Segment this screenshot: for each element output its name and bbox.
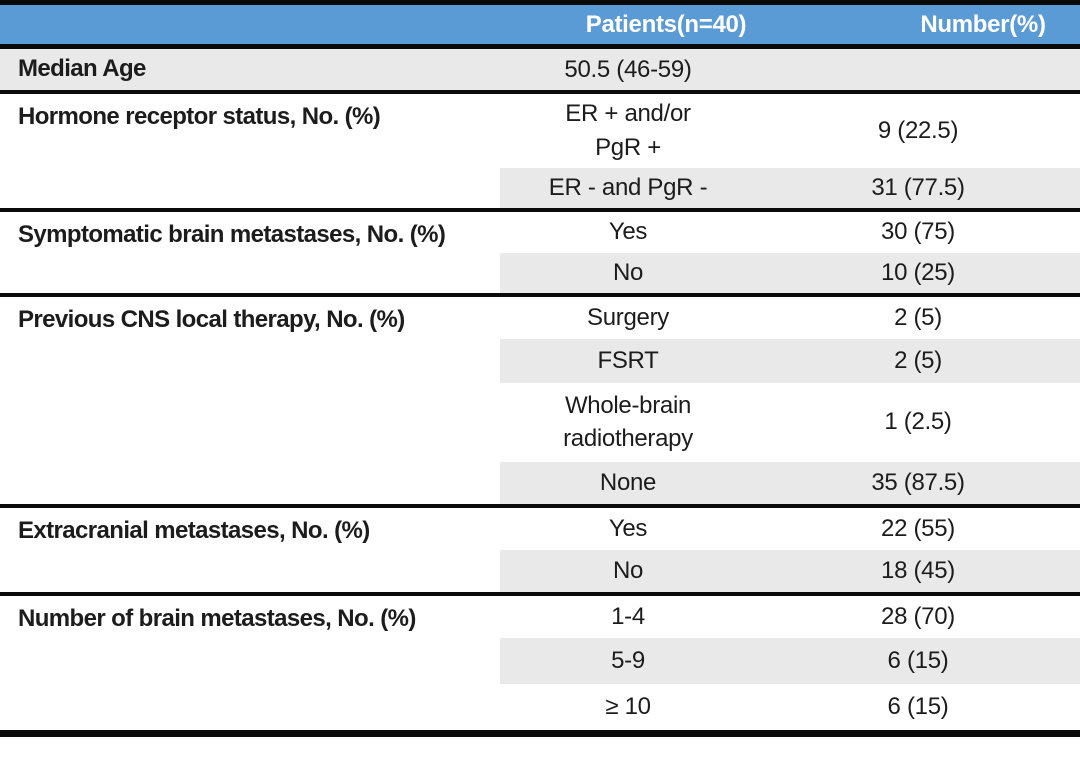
number-cell: 2 (5) — [756, 292, 1080, 339]
patients-cell: 5-9 — [500, 637, 756, 684]
patients-cell: Yes — [500, 503, 756, 550]
table-row-extracranial-no: No 18 (45) — [0, 549, 1080, 594]
number-cell: 22 (55) — [756, 503, 1080, 550]
table-row-therapy-wbrt: Whole-brain radiotherapy 1 (2.5) — [0, 383, 1080, 462]
patients-cell: ER - and PgR - — [500, 167, 756, 210]
table-header: Patients(n=40) Number(%) — [0, 2, 1080, 49]
number-cell: 30 (75) — [756, 207, 1080, 253]
patients-cell: ≥ 10 — [605, 693, 651, 721]
table-row-symptomatic-no: No 10 (25) — [0, 252, 1080, 295]
number-cell: 2 (5) — [756, 338, 1080, 383]
table-row-er-positive: Hormone receptor status, No. (%) ER + an… — [0, 89, 1080, 210]
table-row-therapy-surgery: Previous CNS local therapy, No. (%) Surg… — [0, 292, 1080, 506]
table-row-therapy-fsrt: FSRT 2 (5) — [0, 338, 1080, 383]
number-cell: 18 (45) — [756, 549, 1080, 594]
patients-cell: Yes — [500, 207, 756, 253]
patients-cell: Whole-brain radiotherapy — [563, 391, 693, 452]
patients-cell: 1-4 — [500, 591, 756, 638]
number-cell: 1 (2.5) — [884, 408, 952, 435]
table-body: Median Age 50.5 (46-59) Hormone receptor… — [0, 46, 1080, 734]
patients-cell: No — [500, 252, 756, 295]
table-row-symptomatic-yes: Symptomatic brain metastases, No. (%) Ye… — [0, 207, 1080, 295]
table-row-median-age: Median Age 50.5 (46-59) — [0, 46, 1080, 92]
header-patients-label: Patients(n=40) — [585, 10, 747, 38]
header-cell-number: Number(%) — [756, 2, 1080, 49]
row-label: Extracranial metastases, No. (%) — [0, 503, 500, 594]
number-cell — [756, 46, 1080, 92]
patients-cell: No — [500, 549, 756, 594]
table-row-brainmets-1-4: Number of brain metastases, No. (%) 1-4 … — [0, 591, 1080, 734]
row-label: Symptomatic brain metastases, No. (%) — [0, 207, 500, 295]
table-row-brainmets-5-9: 5-9 6 (15) — [0, 637, 1080, 684]
table-row-er-negative: ER - and PgR - 31 (77.5) — [0, 167, 1080, 210]
patients-cell: ER + and/or PgR + — [500, 89, 756, 168]
number-cell: 10 (25) — [756, 252, 1080, 295]
header-row: Patients(n=40) Number(%) — [0, 2, 1080, 49]
header-number-label: Number(%) — [920, 10, 1046, 38]
header-cell-patients: Patients(n=40) — [500, 2, 756, 49]
number-cell: 9 (22.5) — [756, 89, 1080, 168]
table-row-extracranial-yes: Extracranial metastases, No. (%) Yes 22 … — [0, 503, 1080, 594]
patients-cell: None — [500, 461, 756, 506]
table-row-therapy-none: None 35 (87.5) — [0, 461, 1080, 506]
number-cell: 28 (70) — [756, 591, 1080, 638]
patients-cell: Surgery — [500, 292, 756, 339]
row-label: Number of brain metastases, No. (%) — [0, 591, 500, 734]
number-cell: 31 (77.5) — [756, 167, 1080, 210]
patients-cell: 50.5 (46-59) — [500, 46, 756, 92]
number-cell: 6 (15) — [756, 637, 1080, 684]
patients-cell: FSRT — [500, 338, 756, 383]
number-cell: 6 (15) — [887, 692, 949, 720]
row-label: Hormone receptor status, No. (%) — [0, 89, 500, 210]
number-cell: 35 (87.5) — [756, 461, 1080, 506]
patient-characteristics-table: Patients(n=40) Number(%) Median Age 50.5… — [0, 0, 1080, 737]
header-cell-empty — [0, 2, 500, 49]
table-row-brainmets-ge10: ≥ 10 6 (15) — [0, 684, 1080, 734]
row-label: Previous CNS local therapy, No. (%) — [0, 292, 500, 506]
row-label: Median Age — [0, 46, 500, 92]
